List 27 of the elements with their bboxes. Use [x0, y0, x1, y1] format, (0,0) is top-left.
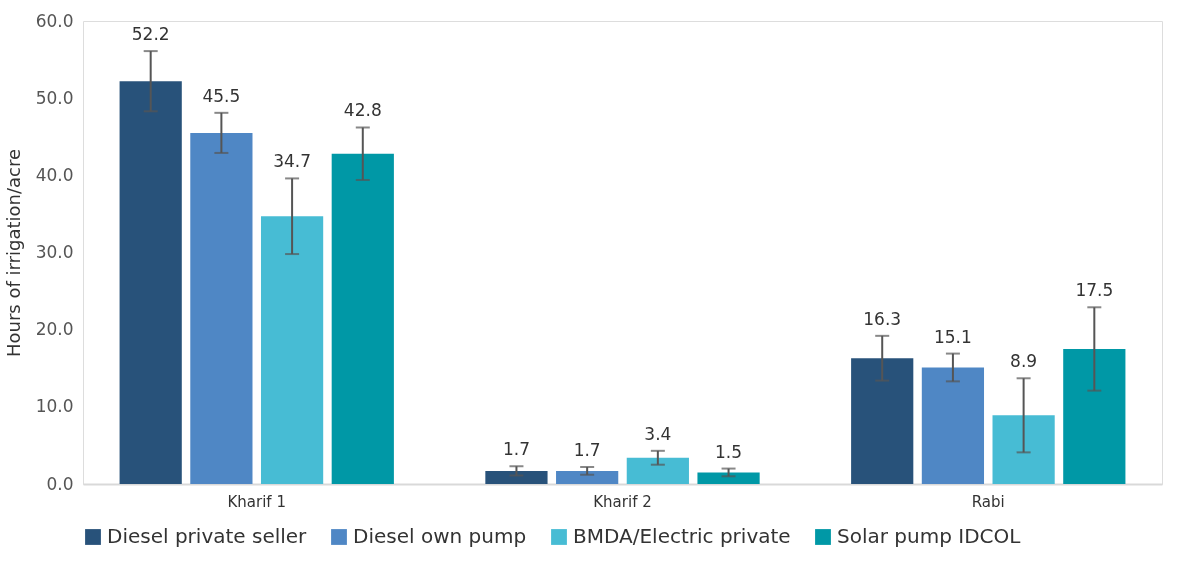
data-label: 42.8 — [343, 100, 382, 121]
y-tick-label: 0.0 — [46, 473, 74, 494]
data-label: 1.7 — [502, 439, 530, 460]
data-label: 8.9 — [1010, 351, 1038, 372]
legend-label: Diesel private seller — [107, 524, 308, 548]
y-tick-label: 50.0 — [35, 87, 74, 108]
y-tick-label: 30.0 — [35, 242, 74, 262]
data-label: 52.2 — [131, 24, 170, 45]
y-tick-label: 60.0 — [35, 10, 74, 31]
data-label: 17.5 — [1075, 280, 1114, 301]
y-axis-title: Hours of irrigation/acre — [2, 148, 24, 358]
x-tick-label: Kharif 1 — [227, 492, 286, 511]
y-tick-label: 20.0 — [35, 319, 74, 340]
data-label: 1.5 — [715, 441, 743, 462]
y-tick-label: 10.0 — [35, 396, 74, 417]
legend-label: Solar pump IDCOL — [837, 524, 1022, 548]
data-label: 45.5 — [202, 85, 241, 106]
y-tick-label: 40.0 — [35, 164, 74, 185]
legend-label: Diesel own pump — [353, 524, 527, 548]
data-label: 3.4 — [644, 423, 672, 444]
data-label: 16.3 — [863, 308, 902, 329]
data-label: 1.7 — [573, 440, 601, 461]
x-tick-label: Rabi — [971, 492, 1005, 511]
data-label: 15.1 — [933, 326, 972, 347]
data-label: 34.7 — [273, 151, 312, 172]
x-tick-label: Kharif 2 — [593, 492, 652, 511]
legend-label: BMDA/Electric private — [573, 524, 791, 548]
